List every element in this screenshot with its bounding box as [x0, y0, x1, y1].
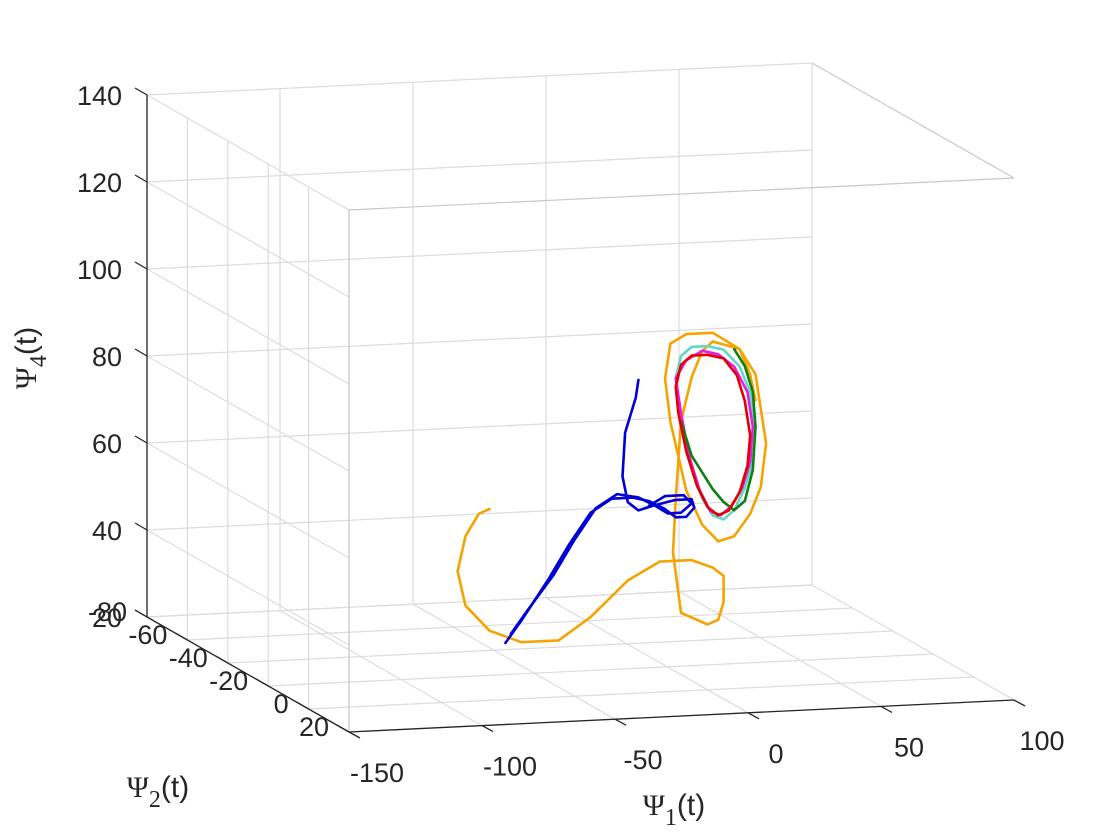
- y-tick: [336, 724, 350, 733]
- y-tick: [175, 632, 188, 641]
- z-tick: [134, 261, 148, 270]
- grid-line-left-z: [146, 94, 350, 211]
- x-tick: [614, 718, 627, 726]
- x-axis-line: [348, 699, 1015, 733]
- x-axis-label-text: Ψ1(t): [643, 789, 705, 831]
- grid-line-floor-y: [227, 630, 893, 664]
- z-tick: [134, 522, 148, 531]
- grid-line-left-z: [146, 181, 350, 298]
- grid-line-floor-y: [268, 653, 934, 687]
- z-tick: [134, 348, 148, 357]
- grid-line-back-z: [146, 410, 813, 444]
- x-tick-label: -50: [623, 745, 662, 775]
- series-line-3: [509, 492, 693, 636]
- y-tick: [215, 655, 229, 664]
- y-axis-label: Ψ2(t): [127, 771, 189, 813]
- x-tick-label: 0: [768, 739, 783, 769]
- y-tick-label: -20: [209, 666, 248, 696]
- box-edge-top-right: [811, 62, 1015, 179]
- x-tick: [1013, 699, 1026, 707]
- axis-layer: [134, 87, 1026, 739]
- z-tick-label: 80: [92, 342, 122, 372]
- y-tick-label: -40: [169, 643, 208, 673]
- y-tick-label: -60: [128, 620, 167, 650]
- y-tick: [255, 678, 269, 687]
- grid-line-floor-x: [279, 610, 483, 727]
- box-edge-top-front: [348, 177, 1015, 211]
- grid-line-floor-x: [412, 603, 616, 720]
- series-layer: [456, 331, 768, 645]
- grid-line-floor-y: [308, 676, 974, 710]
- y-tick-label: 0: [274, 689, 289, 719]
- y-tick: [296, 701, 309, 710]
- x-tick-label: -100: [483, 752, 537, 782]
- series-line-7: [674, 353, 752, 517]
- grid-line-left-z: [146, 529, 350, 646]
- x-axis-label: Ψ1(t): [643, 789, 705, 831]
- grid-line-floor-x: [545, 597, 749, 714]
- grid-line-floor-y: [146, 584, 813, 618]
- grid-line-back-z: [146, 236, 813, 270]
- y-tick-label: 20: [299, 712, 329, 742]
- x-tick: [880, 705, 893, 713]
- x-tick: [348, 731, 361, 739]
- x-tick: [481, 725, 494, 733]
- z-tick-label: 60: [92, 429, 122, 459]
- x-tick-label: 100: [1019, 726, 1064, 756]
- label-layer: -150 -100 -50 0 50 100 -80-60-40-20 0 20 20 40 60 80…: [10, 81, 1065, 831]
- x-tick: [747, 712, 760, 720]
- grid-line-floor-x: [811, 584, 1015, 701]
- x-tick-label: 50: [894, 732, 924, 762]
- grid-line-back-z: [146, 149, 813, 183]
- z-tick: [134, 87, 148, 96]
- z-tick-label: 140: [77, 81, 122, 111]
- grid-line-left-z: [146, 268, 350, 385]
- grid-line-floor-x: [678, 590, 882, 707]
- x-tick-label: -150: [350, 758, 404, 788]
- grid-line-back-z: [146, 323, 813, 357]
- series-line-1: [456, 331, 768, 644]
- grid-line-left-z: [146, 442, 350, 559]
- z-tick-label: 100: [77, 255, 122, 285]
- y-tick-label: -80: [88, 597, 127, 627]
- z-tick-label: 120: [77, 168, 122, 198]
- z-tick-label: 20: [92, 603, 122, 633]
- z-tick: [134, 435, 148, 444]
- z-axis-label: Ψ4(t): [10, 327, 52, 389]
- z-tick: [134, 174, 148, 183]
- series-line-2: [504, 378, 696, 645]
- z-tick-label: 40: [92, 516, 122, 546]
- grid-line-left-z: [146, 355, 350, 472]
- y-axis-label-text: Ψ2(t): [127, 771, 189, 813]
- grid-layer: [146, 62, 1015, 733]
- z-axis-label-text: Ψ4(t): [10, 327, 52, 389]
- z-tick: [134, 609, 148, 618]
- series-line-6: [679, 347, 757, 512]
- grid-line-back-z: [146, 62, 813, 96]
